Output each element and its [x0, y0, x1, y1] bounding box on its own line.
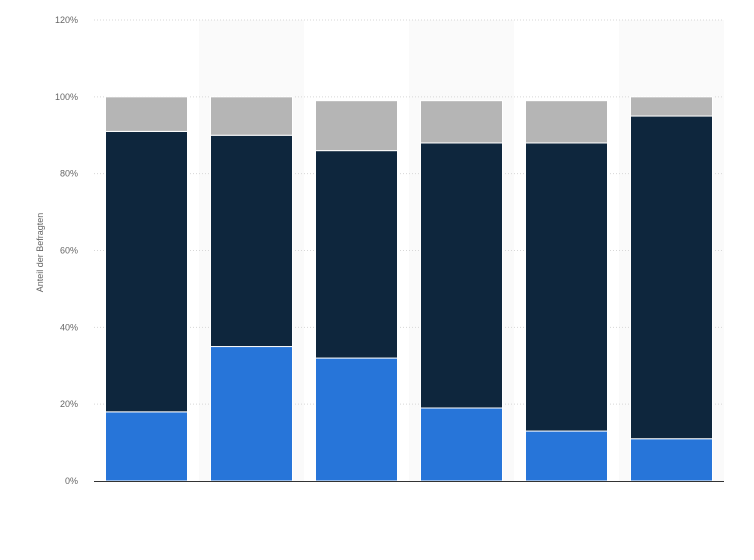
- bar-segment[interactable]: [420, 100, 503, 144]
- y-tick-label: 60%: [60, 246, 78, 256]
- y-tick-label: 120%: [55, 15, 78, 25]
- bar-segment[interactable]: [525, 142, 608, 432]
- bar-segment[interactable]: [210, 96, 293, 136]
- bars: [105, 96, 713, 482]
- bar-segment[interactable]: [210, 346, 293, 482]
- y-tick-label: 80%: [60, 169, 78, 179]
- bar-segment[interactable]: [105, 411, 188, 482]
- bar-segment[interactable]: [630, 438, 713, 482]
- bar-segment[interactable]: [105, 96, 188, 132]
- bar-segment[interactable]: [315, 100, 398, 152]
- y-tick-label: 0%: [65, 476, 78, 486]
- bar-segment[interactable]: [420, 142, 503, 409]
- bar-segment[interactable]: [420, 407, 503, 482]
- y-tick-label: 20%: [60, 399, 78, 409]
- grid-lines: [94, 19, 724, 405]
- y-axis-label: Anteil der Befragten: [35, 213, 45, 293]
- bar-segment[interactable]: [630, 115, 713, 440]
- bar-segment[interactable]: [630, 96, 713, 117]
- bar-segment[interactable]: [315, 357, 398, 482]
- y-tick-label: 40%: [60, 322, 78, 332]
- bar-segment[interactable]: [525, 100, 608, 144]
- axes: 0% 20% 40% 60% 80% 100% 120%: [55, 15, 724, 486]
- bar-segment[interactable]: [525, 430, 608, 482]
- y-tick-label: 100%: [55, 92, 78, 102]
- bar-segment[interactable]: [315, 150, 398, 359]
- bar-segment[interactable]: [210, 134, 293, 348]
- bar-segment[interactable]: [105, 130, 188, 413]
